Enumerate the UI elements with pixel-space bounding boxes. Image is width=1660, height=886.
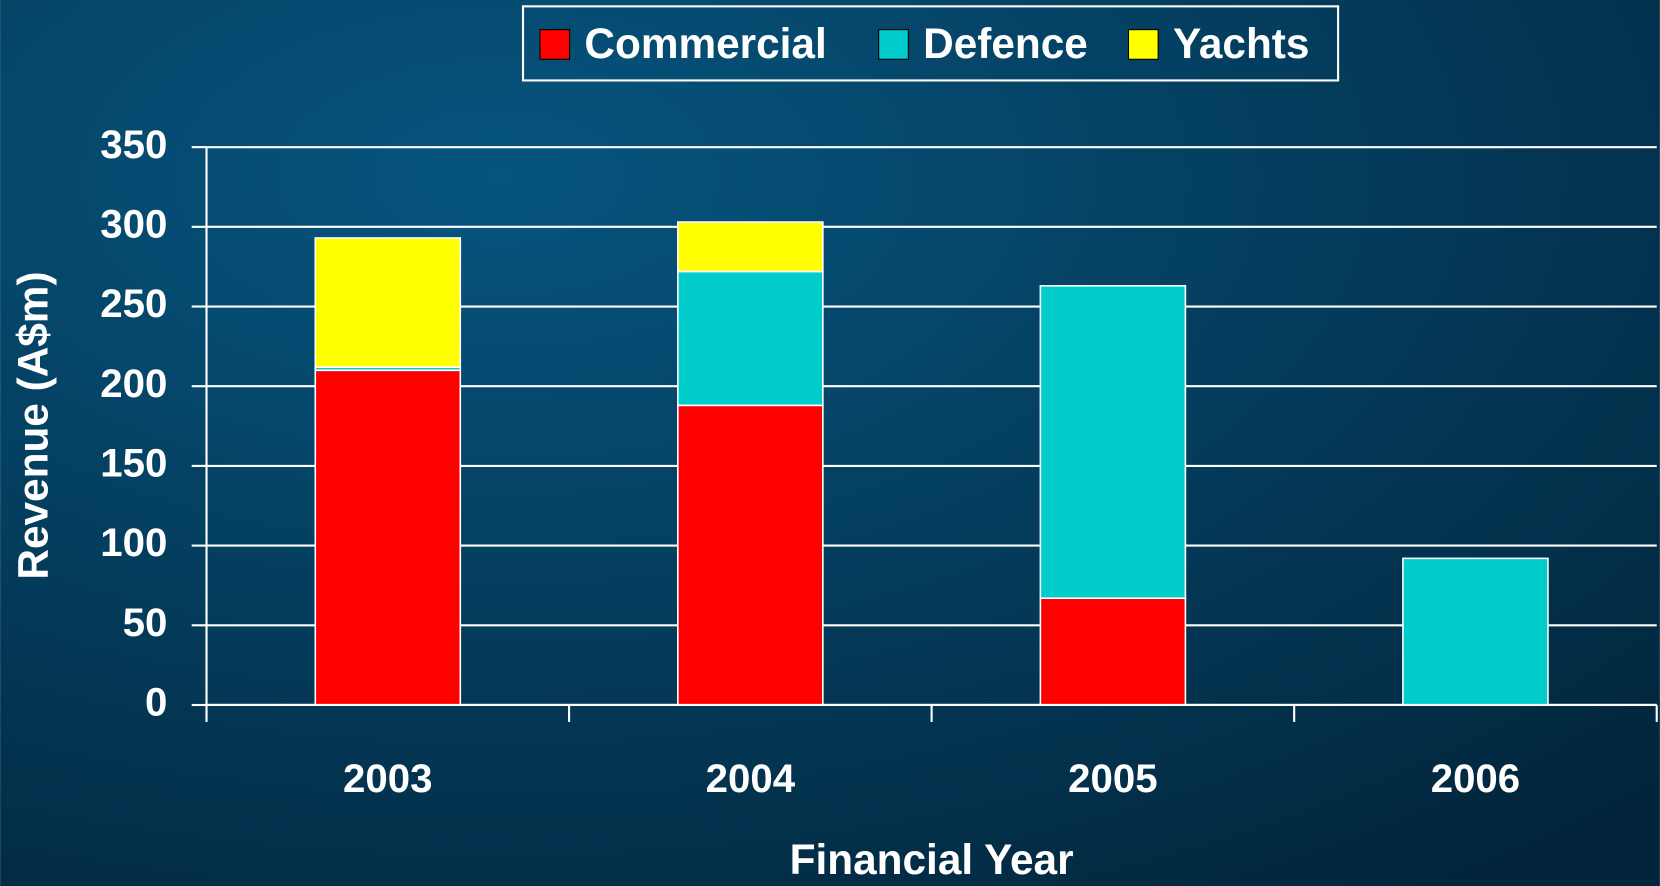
- x-tick-label: 2006: [1431, 756, 1520, 801]
- bar-segment: [314, 369, 462, 706]
- y-tick-label: 150: [100, 441, 167, 486]
- y-tick-label: 350: [100, 122, 167, 167]
- legend-swatch: [539, 29, 571, 60]
- legend-swatch: [878, 29, 909, 60]
- bar-segment: [677, 270, 824, 407]
- bar-segment: [1402, 557, 1549, 706]
- y-axis-title: Revenue (A$m): [9, 271, 56, 579]
- y-tick-label: 250: [100, 281, 167, 326]
- bar-segment: [1039, 285, 1187, 599]
- legend-label: Yachts: [1173, 20, 1309, 67]
- x-tick-label: 2004: [706, 756, 796, 801]
- legend-swatch: [1127, 29, 1159, 60]
- bar-segment: [677, 404, 824, 706]
- y-tick-label: 50: [123, 600, 168, 645]
- x-tick-label: 2003: [343, 756, 432, 801]
- legend-label: Commercial: [584, 20, 826, 67]
- y-tick-label: 0: [145, 680, 167, 725]
- legend-label: Defence: [923, 20, 1088, 67]
- bar-segment: [677, 221, 824, 273]
- legend-box: [521, 5, 1340, 82]
- bar-segment: [1039, 597, 1187, 706]
- y-tick-label: 300: [100, 201, 167, 246]
- x-tick-label: 2005: [1068, 756, 1157, 801]
- y-tick-label: 100: [100, 520, 167, 565]
- x-axis-title: Financial Year: [790, 836, 1074, 883]
- bar-segment: [314, 237, 462, 368]
- y-tick-label: 200: [100, 361, 167, 406]
